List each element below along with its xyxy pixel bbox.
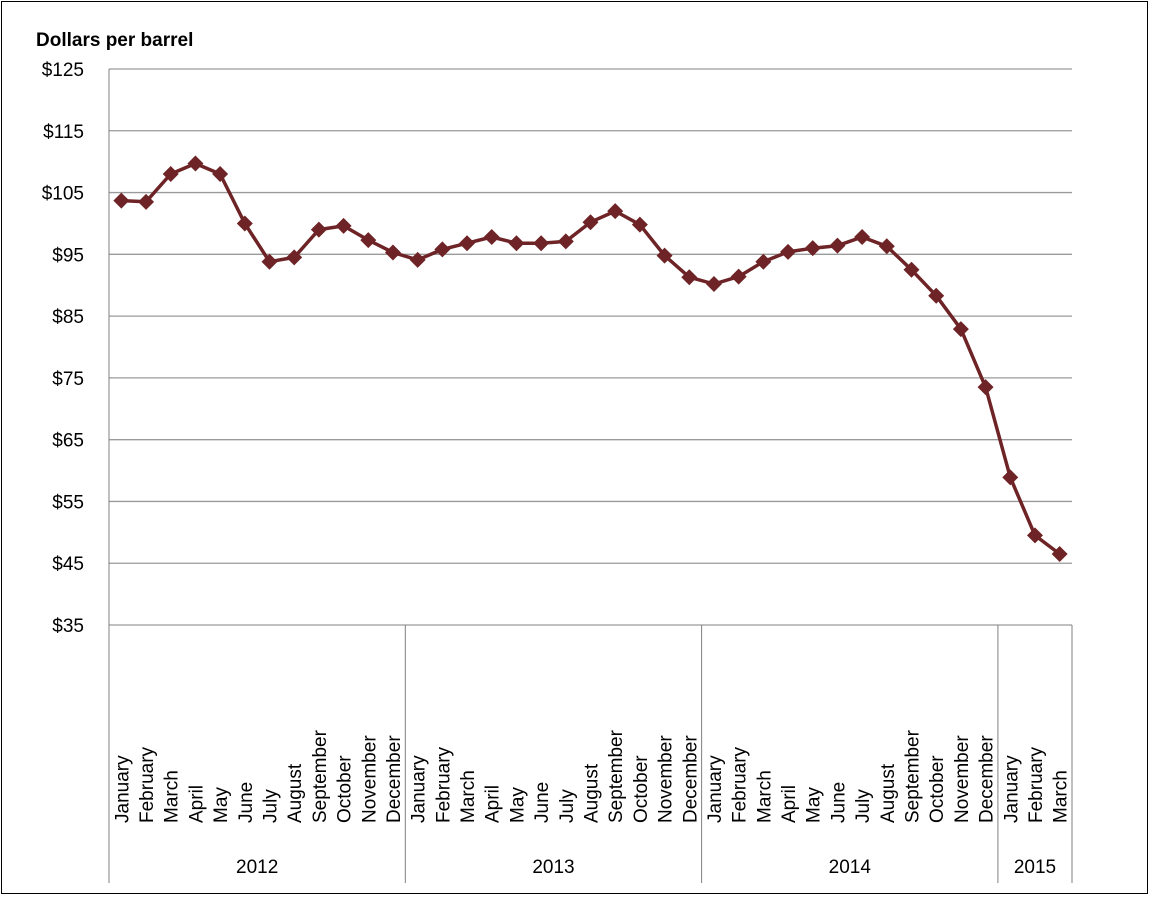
data-point-marker [755,254,771,270]
data-point-marker [385,244,401,260]
data-point-marker [434,241,450,257]
y-tick-label: $115 [43,122,84,143]
month-label: November [656,735,677,823]
month-label: August [285,763,306,823]
month-label: February [730,746,751,823]
month-label: August [878,763,899,823]
y-axis-label: Dollars per barrel [36,30,193,51]
y-tick-label: $35 [52,616,84,637]
gridlines [109,69,1072,625]
month-label: March [162,770,183,823]
month-label: April [186,785,207,823]
month-label: September [903,729,924,823]
month-label: July [853,789,874,823]
month-label: December [977,735,998,823]
month-label: March [754,770,775,823]
data-point-marker [336,218,352,234]
month-label: February [1026,746,1047,823]
month-label: February [433,746,454,823]
data-point-marker [484,229,500,245]
month-label: January [409,755,430,823]
month-label: March [458,770,479,823]
month-label: November [952,735,973,823]
data-point-marker [360,232,376,248]
month-label: May [507,787,528,823]
x-axis: January February March April May June July Augu… [109,69,1072,883]
month-label: July [557,789,578,823]
data-point-marker [508,235,524,251]
data-point-marker [854,229,870,245]
month-label: December [384,735,405,823]
month-label: September [310,729,331,823]
data-point-marker [706,276,722,292]
data-point-marker [113,193,129,209]
y-tick-label: $95 [52,245,84,266]
y-tick-label: $125 [42,60,84,81]
data-point-marker [187,156,203,172]
y-tick-label: $65 [52,431,84,452]
month-label: January [112,755,133,823]
month-label: August [582,763,603,823]
month-label: January [1001,755,1022,823]
month-label: November [359,735,380,823]
year-label: 2014 [829,857,872,878]
month-label: June [532,782,553,823]
year-label: 2013 [532,857,574,878]
year-label: 2015 [1014,857,1056,878]
data-point-marker [829,238,845,254]
month-label: July [261,789,282,823]
month-label: February [137,746,158,823]
data-point-marker [459,235,475,251]
month-label: May [211,787,232,823]
y-tick-label: $55 [52,492,84,513]
data-point-marker [533,235,549,251]
month-label: October [631,755,652,823]
data-point-marker [780,244,796,260]
month-label: March [1051,770,1072,823]
month-label: June [236,782,257,823]
y-tick-label: $105 [42,184,84,205]
month-label: December [680,735,701,823]
month-label: May [804,787,825,823]
data-point-marker [1002,469,1018,485]
month-label: April [483,785,504,823]
data-point-marker [978,379,994,395]
month-label: September [606,729,627,823]
data-point-marker [731,269,747,285]
month-label: April [779,785,800,823]
year-label: 2012 [236,857,278,878]
y-tick-label: $45 [52,554,84,575]
y-tick-label: $75 [52,369,84,390]
month-label: June [828,782,849,823]
y-tick-labels: $35 $45 $55 $65 $75 $85 $95 $105 $115 $125 [42,60,84,637]
month-label: January [705,755,726,823]
month-label: October [335,755,356,823]
data-point-marker [212,166,228,182]
data-point-marker [607,203,623,219]
month-label: October [927,755,948,823]
y-tick-label: $85 [52,307,84,328]
